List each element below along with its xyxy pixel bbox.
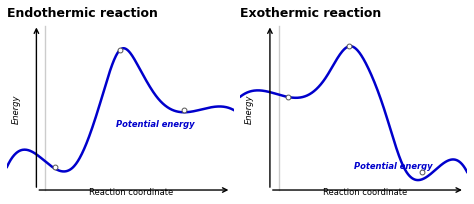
Text: Potential energy: Potential energy (116, 120, 194, 129)
Text: Reaction coordinate: Reaction coordinate (323, 188, 407, 197)
Text: Exothermic reaction: Exothermic reaction (240, 7, 382, 20)
Text: Energy: Energy (245, 94, 254, 124)
Text: Energy: Energy (11, 94, 20, 124)
Text: Endothermic reaction: Endothermic reaction (7, 7, 158, 20)
Text: Reaction coordinate: Reaction coordinate (90, 188, 173, 197)
Text: Potential energy: Potential energy (354, 162, 432, 171)
